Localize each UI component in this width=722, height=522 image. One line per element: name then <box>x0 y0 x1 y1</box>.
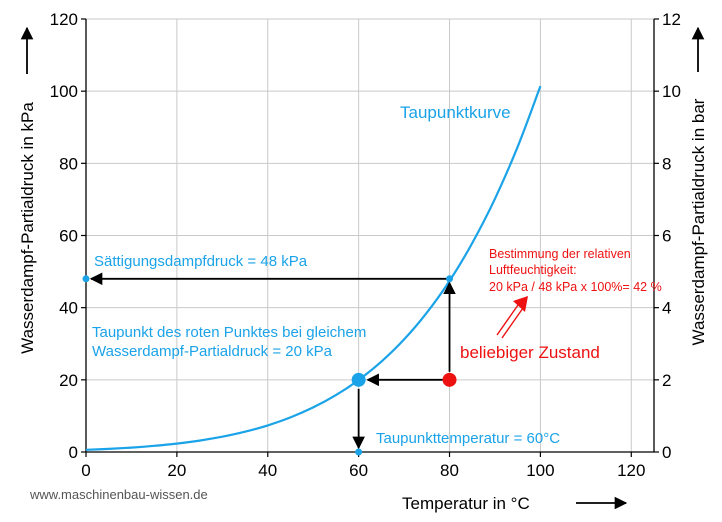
marked-points <box>82 275 457 456</box>
point-60-20 <box>351 372 366 387</box>
bottom-tick-labels: 0 20 40 60 80 100 120 <box>81 452 645 480</box>
rh-label-line2: Luftfeuchtigkeit: <box>489 263 577 277</box>
rh-label-line1: Bestimmung der relativen <box>489 247 631 261</box>
bottom-tick-label-40: 40 <box>258 461 277 480</box>
state-label: beliebiger Zustand <box>460 343 600 362</box>
rh-pointer-arrow <box>496 296 528 339</box>
right-tick-label-2: 2 <box>662 371 671 390</box>
bottom-tick-label-80: 80 <box>440 461 459 480</box>
bottom-tick-label-120: 120 <box>617 461 645 480</box>
curve-label: Taupunktkurve <box>400 103 511 122</box>
dew-point-curve <box>85 85 542 451</box>
dewpoint-temperature-label: Taupunkttemperatur = 60°C <box>376 430 560 447</box>
right-tick-label-6: 6 <box>662 227 671 246</box>
left-tick-label-0: 0 <box>69 443 78 462</box>
credit: www.maschinenbau-wissen.de <box>29 487 208 502</box>
left-tick-label-40: 40 <box>59 299 78 318</box>
rh-label-line3: 20 kPa / 48 kPa x 100%= 42 % <box>489 280 662 294</box>
bottom-tick-label-0: 0 <box>81 461 90 480</box>
left-tick-label-60: 60 <box>59 227 78 246</box>
y-axis-title-left: Wasserdampf-Partialdruck in kPa <box>18 102 37 354</box>
right-tick-label-12: 12 <box>662 10 681 29</box>
bottom-tick-label-100: 100 <box>526 461 554 480</box>
dewpoint-label-line1: Taupunkt des roten Punktes bei gleichem <box>92 324 366 341</box>
y-axis-title-right: Wasserdampf-Partialdruck in bar <box>689 98 708 345</box>
point-80-20 <box>442 372 457 387</box>
guide-arrows <box>89 272 456 450</box>
point-0-48 <box>82 275 90 283</box>
bottom-tick-label-60: 60 <box>349 461 368 480</box>
right-tick-label-10: 10 <box>662 82 681 101</box>
saturation-label: Sättigungsdampfdruck = 48 kPa <box>94 253 308 270</box>
left-tick-label-80: 80 <box>59 154 78 173</box>
point-60-0 <box>355 448 363 456</box>
dewpoint-label-line2: Wasserdampf-Partialdruck = 20 kPa <box>92 343 333 360</box>
left-tick-label-20: 20 <box>59 371 78 390</box>
left-tick-label-100: 100 <box>50 82 78 101</box>
point-80-48 <box>446 275 454 283</box>
right-tick-label-8: 8 <box>662 154 671 173</box>
right-tick-label-4: 4 <box>662 299 671 318</box>
left-tick-label-120: 120 <box>50 10 78 29</box>
bottom-tick-label-20: 20 <box>167 461 186 480</box>
right-tick-labels: 0 2 4 6 8 10 12 <box>654 10 681 462</box>
left-tick-labels: 0 20 40 60 80 100 120 <box>50 10 86 462</box>
x-axis-title: Temperatur in °C <box>402 494 530 513</box>
right-tick-label-0: 0 <box>662 443 671 462</box>
